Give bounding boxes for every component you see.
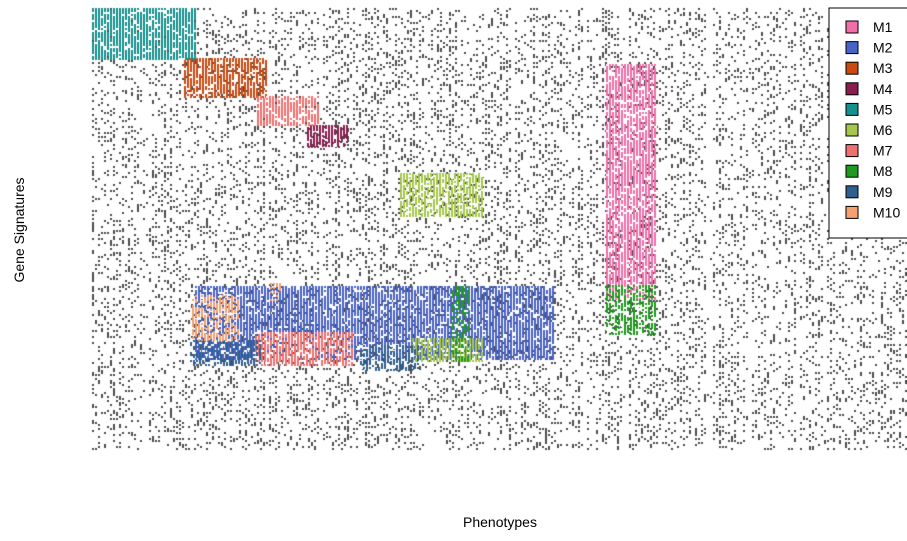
- legend-swatch: [845, 205, 859, 219]
- legend-item-m4: M4: [845, 81, 893, 97]
- x-axis-label: Phenotypes: [463, 514, 537, 530]
- legend: M1 M2 M3 M4 M5 M6 M7 M8 M9 M10: [828, 7, 907, 239]
- legend-swatch: [845, 144, 859, 158]
- legend-label: M5: [873, 101, 893, 117]
- legend-item-m1: M1: [845, 19, 893, 35]
- legend-label: M10: [873, 204, 900, 220]
- legend-item-m2: M2: [845, 40, 893, 56]
- legend-item-m10: M10: [845, 204, 900, 220]
- legend-swatch: [845, 61, 859, 75]
- legend-label: M3: [873, 60, 893, 76]
- legend-label: M8: [873, 163, 893, 179]
- legend-label: M1: [873, 19, 893, 35]
- legend-item-m5: M5: [845, 101, 893, 117]
- legend-swatch: [845, 41, 859, 55]
- legend-swatch: [845, 123, 859, 137]
- legend-label: M2: [873, 40, 893, 56]
- legend-label: M4: [873, 81, 893, 97]
- legend-swatch: [845, 102, 859, 116]
- legend-item-m7: M7: [845, 143, 893, 159]
- legend-swatch: [845, 185, 859, 199]
- y-axis-label: Gene Signatures: [11, 177, 27, 282]
- legend-item-m9: M9: [845, 184, 893, 200]
- legend-label: M6: [873, 122, 893, 138]
- legend-item-m3: M3: [845, 60, 893, 76]
- legend-items: M1 M2 M3 M4 M5 M6 M7 M8 M9 M10: [845, 19, 900, 220]
- legend-label: M7: [873, 143, 893, 159]
- legend-swatch: [845, 164, 859, 178]
- legend-label: M9: [873, 184, 893, 200]
- legend-swatch: [845, 82, 859, 96]
- legend-item-m6: M6: [845, 122, 893, 138]
- legend-item-m8: M8: [845, 163, 893, 179]
- legend-box: [828, 7, 907, 239]
- legend-swatch: [845, 20, 859, 34]
